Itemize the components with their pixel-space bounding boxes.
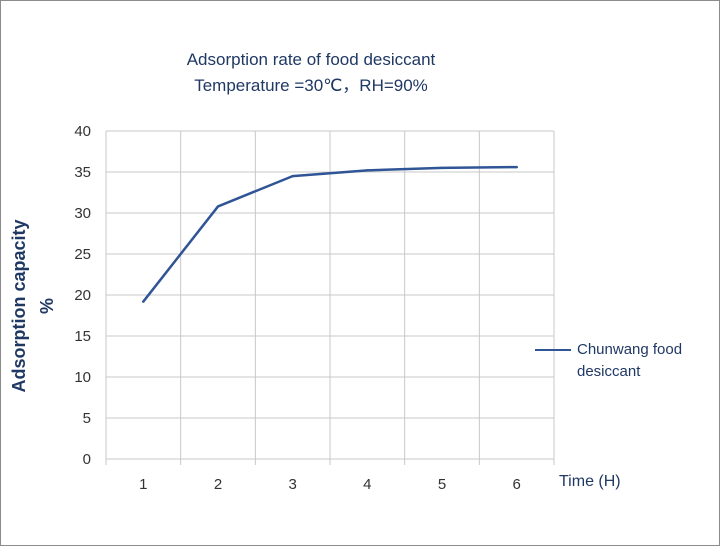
y-axis-unit: % (37, 298, 57, 315)
legend-label: Chunwang food desiccant (577, 341, 683, 380)
x-tick-label: 1 (139, 476, 147, 493)
series-layer (142, 165, 518, 303)
y-tick-label: 5 (83, 410, 91, 427)
y-axis-title: Adsorption capacity (9, 219, 29, 393)
data-point (291, 174, 294, 178)
y-tick-label: 20 (74, 287, 91, 304)
legend: Chunwang food desiccant (535, 339, 715, 385)
x-tick-label: 2 (214, 476, 222, 493)
x-tick-label: 4 (363, 476, 371, 493)
legend-line-swatch (535, 349, 571, 351)
x-tick-label: 3 (288, 476, 296, 493)
y-tick-label: 25 (74, 246, 91, 263)
data-point (142, 300, 145, 303)
axis-layer: 0 5 10 15 20 25 30 35 40 1 2 3 4 5 6 (74, 123, 555, 493)
y-axis-label: Adsorption capacity % (5, 201, 65, 411)
data-point (216, 205, 220, 208)
y-tick-label: 35 (74, 164, 91, 181)
y-tick-label: 40 (74, 123, 91, 140)
data-point (515, 165, 518, 169)
y-tick-label: 0 (83, 451, 91, 468)
series-line (142, 165, 518, 303)
data-point (366, 169, 369, 172)
y-tick-label: 10 (74, 369, 91, 386)
y-tick-label: 15 (74, 328, 91, 345)
y-tick-label: 30 (74, 205, 91, 222)
chart-title: Adsorption rate of food desiccant (186, 50, 436, 69)
y-axis-label-wrap: Adsorption capacity % (5, 201, 65, 411)
data-point (440, 166, 444, 170)
grid-layer (105, 130, 555, 460)
x-tick-label: 6 (512, 476, 520, 493)
chart-subtitle: Temperature =30℃，RH=90% (194, 76, 428, 95)
x-axis-label: Time (H) (559, 473, 621, 490)
chart-title-block: Adsorption rate of food desiccant Temper… (1, 47, 621, 99)
x-tick-label: 5 (438, 476, 446, 493)
